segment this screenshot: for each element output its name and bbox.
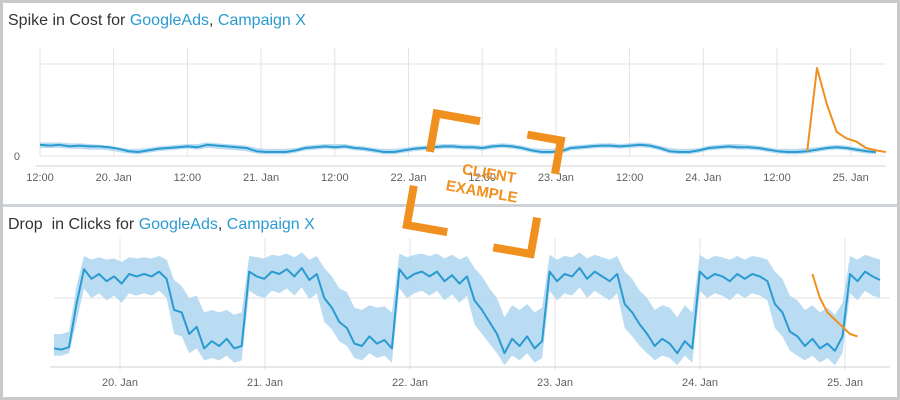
x-tick-label: 12:00 xyxy=(763,172,791,184)
x-tick-label: 12:00 xyxy=(26,172,54,184)
clicks-title-separator: , xyxy=(217,216,227,233)
x-tick-label: 23. Jan xyxy=(538,172,574,184)
clicks-chart: 20. Jan 21. Jan 22. Jan 23. Jan 24. Jan 25. J… xyxy=(50,238,890,389)
watermark-corner-top-left xyxy=(425,108,481,153)
y-tick-label: 0 xyxy=(14,151,20,163)
x-tick-label: 12:00 xyxy=(321,172,349,184)
cost-title-prefix: Spike in Cost for xyxy=(8,12,130,29)
cost-chart: 12:00 20. Jan 12:00 21. Jan 12:00 22. Jan 12:0… xyxy=(14,48,886,184)
x-tick-label: 20. Jan xyxy=(96,172,132,184)
x-tick-label: 25. Jan xyxy=(827,377,863,389)
cost-title-separator: , xyxy=(209,12,218,29)
x-tick-label: 12:00 xyxy=(616,172,644,184)
x-tick-label: 23. Jan xyxy=(537,377,573,389)
x-tick-label: 21. Jan xyxy=(247,377,283,389)
x-tick-label: 24. Jan xyxy=(685,172,721,184)
x-tick-label: 21. Jan xyxy=(243,172,279,184)
panel-divider xyxy=(3,204,897,207)
watermark-corner-bottom-left xyxy=(402,184,448,237)
x-tick-label: 12:00 xyxy=(468,172,496,184)
clicks-title-source-link[interactable]: GoogleAds xyxy=(138,216,218,233)
clicks-chart-title: Drop in Clicks for GoogleAds, Campaign X xyxy=(8,216,315,234)
anomaly-series-line xyxy=(806,67,886,153)
cost-chart-title: Spike in Cost for GoogleAds, Campaign X xyxy=(8,12,306,30)
x-tick-label: 22. Jan xyxy=(392,377,428,389)
cost-title-source-link[interactable]: GoogleAds xyxy=(129,12,209,29)
clicks-title-prefix: Drop in Clicks for xyxy=(8,216,139,233)
expected-range-band xyxy=(54,252,880,366)
x-tick-label: 24. Jan xyxy=(682,377,718,389)
cost-title-campaign-link[interactable]: Campaign X xyxy=(217,12,306,29)
x-tick-label: 20. Jan xyxy=(102,377,138,389)
watermark-corner-top-right xyxy=(526,130,566,175)
clicks-title-campaign-link[interactable]: Campaign X xyxy=(226,216,315,233)
x-tick-label: 22. Jan xyxy=(390,172,426,184)
watermark-corner-bottom-right xyxy=(492,216,542,259)
x-tick-label: 12:00 xyxy=(174,172,202,184)
anomaly-series-line xyxy=(811,273,858,338)
actual-series-line xyxy=(39,143,877,153)
x-tick-label: 25. Jan xyxy=(833,172,869,184)
actual-series-line xyxy=(53,267,881,355)
